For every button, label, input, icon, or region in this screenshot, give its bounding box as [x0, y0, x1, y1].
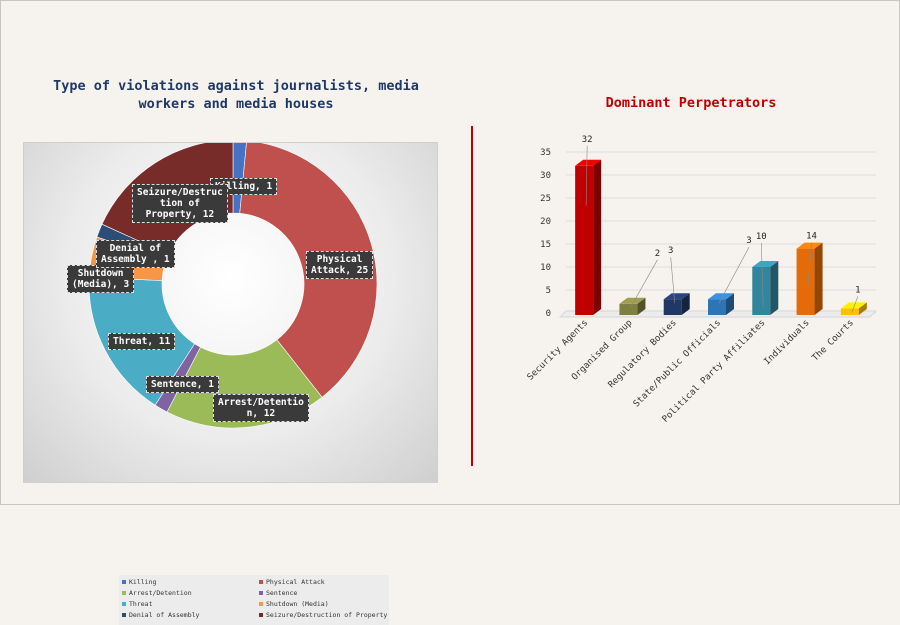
- legend-item: Sentence: [259, 589, 297, 597]
- y-tick-label: 20: [540, 217, 551, 227]
- y-tick-label: 25: [540, 194, 551, 204]
- legend-label: Physical Attack: [266, 578, 325, 586]
- legend-label: Shutdown (Media): [266, 600, 329, 608]
- donut-data-label: Denial of Assembly , 1: [96, 240, 175, 268]
- leader-line: [760, 242, 764, 308]
- bar-security-agents: [575, 159, 602, 315]
- donut-data-label: Threat, 11: [108, 333, 176, 350]
- legend-item: Shutdown (Media): [259, 600, 329, 608]
- leader-line: [630, 259, 658, 308]
- donut-data-label: Arrest/Detentio n, 12: [213, 394, 309, 422]
- donut-legend: Killing Physical Attack Arrest/Detention Se…: [119, 575, 389, 625]
- legend-swatch: [259, 602, 263, 606]
- donut-data-label: Physical Attack, 25: [306, 251, 374, 279]
- bar-organised-group: [619, 297, 646, 315]
- legend-label: Denial of Assembly: [129, 611, 200, 619]
- legend-label: Killing: [129, 578, 157, 586]
- bar-data-label: 3: [746, 236, 751, 246]
- y-tick-label: 0: [546, 309, 551, 319]
- bar-chart-title: Dominant Perpetrators: [605, 95, 777, 111]
- bar-data-label: 1: [855, 285, 860, 295]
- y-tick-label: 35: [540, 148, 551, 158]
- leader-line: [718, 247, 750, 304]
- legend-label: Seizure/Destruction of Property: [266, 611, 388, 619]
- legend-label: Arrest/Detention: [129, 589, 192, 597]
- legend-item: Denial of Assembly: [122, 611, 199, 619]
- donut-data-label: Sentence, 1: [146, 376, 219, 393]
- bar-the-courts: [840, 302, 867, 315]
- y-tick-label: 15: [540, 240, 551, 250]
- legend-swatch: [122, 580, 126, 584]
- bar-regulatory-bodies: [663, 293, 690, 315]
- legend-swatch: [259, 591, 263, 595]
- y-tick-label: 30: [540, 171, 551, 181]
- donut-chart: Killing, 1 Physical Attack, 25 Arrest/Dete…: [23, 142, 438, 625]
- leader-line: [807, 242, 812, 289]
- legend-swatch: [122, 591, 126, 595]
- donut-chart-title: Type of violations against journalists, …: [53, 78, 419, 112]
- y-tick-label: 10: [540, 263, 551, 273]
- leader-line: [851, 296, 859, 313]
- legend-swatch: [259, 613, 263, 617]
- bar-data-label: 32: [582, 135, 593, 145]
- legend-item: Arrest/Detention: [122, 589, 192, 597]
- x-category-label: The Courts: [811, 318, 856, 363]
- donut-data-label: Seizure/Destruc tion of Property, 12: [132, 184, 228, 223]
- legend-item: Killing: [122, 578, 156, 586]
- legend-item: Physical Attack: [259, 578, 325, 586]
- legend-label: Sentence: [266, 589, 298, 597]
- bar-data-label: 14: [806, 232, 817, 242]
- leader-line: [670, 257, 676, 304]
- x-category-label: State/Public Officials: [632, 318, 723, 409]
- leader-line: [585, 145, 588, 206]
- bar-data-label: 3: [668, 246, 673, 256]
- legend-label: Threat: [129, 600, 153, 608]
- bar-data-label: 2: [655, 249, 660, 259]
- donut-data-label: Shutdown (Media), 3: [67, 265, 135, 293]
- bar-data-label: 10: [756, 232, 767, 242]
- legend-swatch: [122, 613, 126, 617]
- y-tick-label: 5: [546, 286, 551, 296]
- bar-individuals: [796, 242, 823, 315]
- x-category-label: Individuals: [762, 318, 811, 367]
- legend-swatch: [122, 602, 126, 606]
- divider: [471, 126, 473, 466]
- bar-political-party-affiliates: [752, 261, 779, 315]
- bar-state-public-officials: [708, 293, 734, 315]
- legend-item: Threat: [122, 600, 152, 608]
- legend-item: Seizure/Destruction of Property: [259, 611, 387, 619]
- legend-swatch: [259, 580, 263, 584]
